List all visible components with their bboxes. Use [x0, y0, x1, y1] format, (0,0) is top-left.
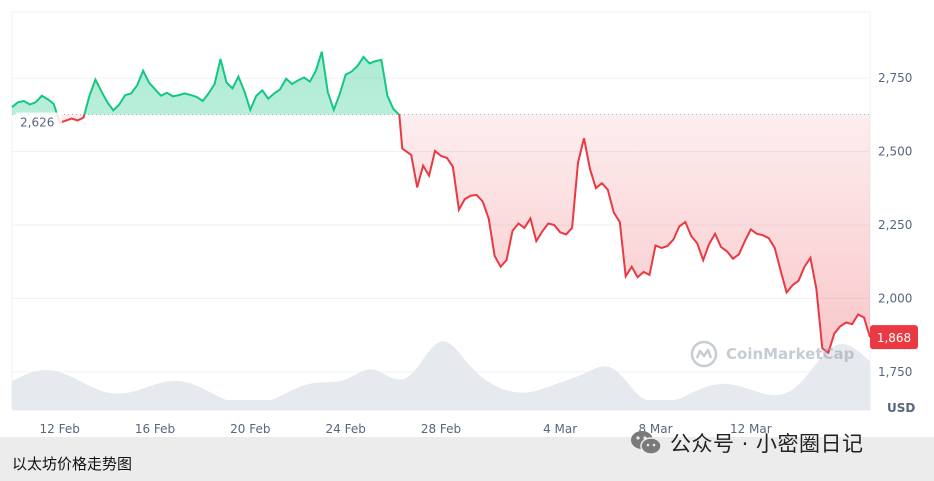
y-tick-label: 1,750 [878, 365, 912, 379]
y-tick-label: 2,500 [878, 145, 912, 159]
coinmarketcap-watermark: CoinMarketCap [690, 340, 854, 368]
price-chart-container: 1,750 2,000 2,250 2,500 2,750 12 Feb 16 Feb 20 … [11, 11, 918, 436]
x-tick-label: 12 Mar [730, 422, 772, 436]
volume-area [12, 341, 870, 410]
current-price-badge [870, 325, 918, 350]
y-unit-label: USD [887, 401, 915, 415]
caption-bar: 以太坊价格走势图 [0, 437, 934, 481]
reference-value-label: 2,626 [20, 116, 54, 130]
price-line-below [56, 114, 871, 355]
x-tick-label: 28 Feb [421, 422, 461, 436]
current-price-label: 1,868 [877, 331, 911, 345]
reference-label-bg [16, 112, 62, 130]
wechat-watermark: 公众号 · 小密圈日记 [630, 426, 864, 460]
image-caption: 以太坊价格走势图 [12, 455, 133, 473]
price-series [11, 51, 871, 355]
x-tick-label: 12 Feb [39, 422, 79, 436]
axes: 1,750 2,000 2,250 2,500 2,750 12 Feb 16 Feb 20 … [16, 71, 918, 436]
x-tick-label: 4 Mar [543, 422, 577, 436]
area-above-reference [12, 51, 870, 115]
x-tick-label: 16 Feb [135, 422, 175, 436]
y-tick-label: 2,250 [878, 218, 912, 232]
price-chart: 1,750 2,000 2,250 2,500 2,750 12 Feb 16 Feb 20 … [11, 11, 918, 436]
y-tick-label: 2,750 [878, 71, 912, 85]
volume-shape [12, 341, 870, 410]
x-tick-label: 20 Feb [230, 422, 270, 436]
area-below-reference [57, 114, 870, 353]
x-tick-label: 24 Feb [325, 422, 365, 436]
coinmarketcap-logo-icon [690, 340, 718, 368]
wechat-icon [631, 431, 662, 455]
price-line-above [11, 51, 401, 115]
wechat-watermark-text: 公众号 · 小密圈日记 [670, 432, 864, 456]
coinmarketcap-watermark-text: CoinMarketCap [726, 345, 855, 363]
y-tick-label: 2,000 [878, 291, 912, 305]
